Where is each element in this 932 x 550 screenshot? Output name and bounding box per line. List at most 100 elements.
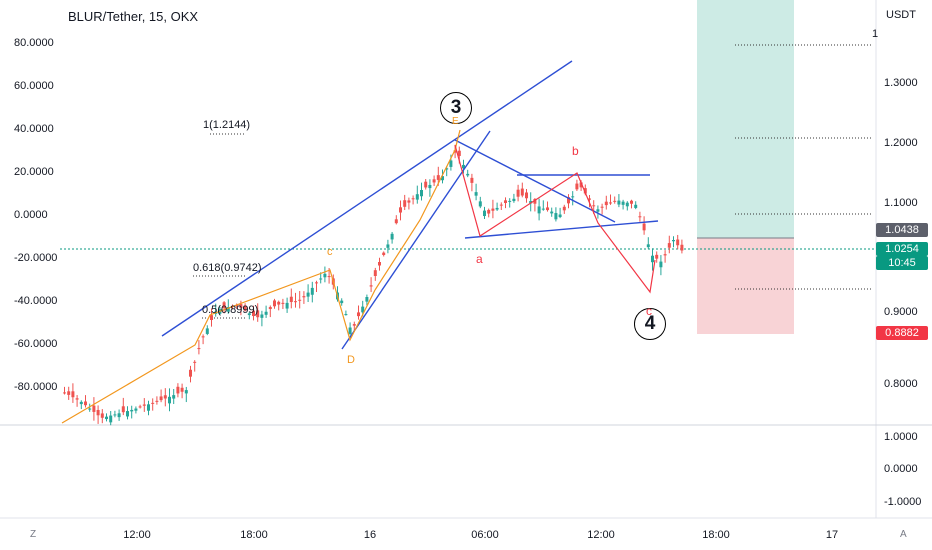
candle-body xyxy=(474,192,478,196)
candle-body xyxy=(155,400,159,402)
candle-body xyxy=(168,396,171,404)
currency-label: USDT xyxy=(886,9,916,21)
candle-body xyxy=(651,255,654,263)
wave-d-label: D xyxy=(347,354,355,366)
candle-body xyxy=(205,328,209,334)
zoom-toggle-button[interactable]: Z xyxy=(30,529,37,540)
left-axis-label: 0.0000 xyxy=(14,209,48,221)
time-axis-label: 12:00 xyxy=(123,529,151,541)
candle-body xyxy=(327,276,331,278)
candle-body xyxy=(184,390,188,394)
candle-body xyxy=(546,207,549,211)
time-axis-label: 12:00 xyxy=(587,529,615,541)
candle-body xyxy=(621,201,625,205)
candle-body xyxy=(386,244,390,248)
candle-body xyxy=(613,200,617,202)
last-price-badge: 1.0254 xyxy=(876,242,928,256)
candle-body xyxy=(79,401,83,405)
left-axis-label: 20.0000 xyxy=(14,166,54,178)
triangle-upper-line xyxy=(454,139,616,223)
candle-body xyxy=(121,406,125,413)
candle-body xyxy=(273,300,276,307)
candle-body xyxy=(222,302,226,309)
candle-body xyxy=(382,252,386,255)
candle-body xyxy=(512,198,516,202)
orange-leg-2 xyxy=(374,129,461,291)
candle-body xyxy=(210,315,213,320)
candle-body xyxy=(399,207,402,213)
candle-body xyxy=(487,209,491,214)
candle-body xyxy=(281,302,285,304)
candle-body xyxy=(457,150,461,156)
candle-body xyxy=(550,211,554,214)
candle-body xyxy=(562,206,566,211)
auto-scale-button[interactable]: A xyxy=(900,529,907,540)
candle-body xyxy=(462,164,465,169)
wave-c-orange-label: c xyxy=(327,246,333,258)
candle-body xyxy=(294,301,297,303)
candle-body xyxy=(75,398,79,400)
candle-body xyxy=(193,361,197,363)
candle-body xyxy=(575,183,579,190)
candle-body xyxy=(105,416,108,420)
candle-body xyxy=(172,395,176,399)
wave-e-label: E xyxy=(452,116,459,127)
left-axis-label: -80.0000 xyxy=(14,381,58,393)
candle-body xyxy=(163,395,167,399)
candle-body xyxy=(533,199,537,204)
candle-body xyxy=(579,182,583,188)
candle-body xyxy=(189,369,192,377)
candle-body xyxy=(176,386,180,394)
candle-body xyxy=(138,406,142,408)
candle-body xyxy=(541,208,545,210)
left-axis-label: -40.0000 xyxy=(14,295,58,307)
candle-body xyxy=(432,179,436,183)
candle-body xyxy=(310,287,314,295)
candle-body xyxy=(348,327,352,334)
candle-body xyxy=(243,305,247,311)
candle-body xyxy=(88,408,92,410)
red-wave-lines xyxy=(454,144,656,294)
candle-body xyxy=(676,239,680,246)
wave-b-label: b xyxy=(572,144,579,158)
lower-axis-label: 1.0000 xyxy=(884,431,918,443)
candle-body xyxy=(491,208,495,211)
red-abc xyxy=(454,144,656,294)
candle-body xyxy=(252,310,255,317)
candle-body xyxy=(63,392,66,394)
candle-body xyxy=(600,206,604,208)
candle-body xyxy=(415,194,419,200)
candle-body xyxy=(504,200,507,203)
candle-body xyxy=(109,415,113,423)
candle-body xyxy=(159,396,163,401)
candle-body xyxy=(537,206,541,214)
symbol-title[interactable]: BLUR/Tether, 15, OKX xyxy=(68,9,199,24)
lower-axis-label: -1.0000 xyxy=(884,496,922,508)
candle-body xyxy=(667,243,671,248)
candle-body xyxy=(260,314,264,318)
candle-body xyxy=(142,404,146,406)
left-axis-label: -60.0000 xyxy=(14,338,58,350)
right-axis-label: 0.8000 xyxy=(884,378,918,390)
candle-body xyxy=(201,336,205,338)
candle-body xyxy=(394,219,398,224)
time-axis-label: 16 xyxy=(363,529,377,541)
candle-body xyxy=(453,150,457,153)
time-axis-label: 06:00 xyxy=(471,529,499,541)
time-axis-label: 17 xyxy=(825,529,839,541)
upper-channel-line xyxy=(161,60,573,337)
candle-body xyxy=(126,411,129,417)
candle-body xyxy=(100,413,104,418)
candle-body xyxy=(508,200,512,202)
candle-body xyxy=(592,205,596,207)
candle-body xyxy=(596,209,600,212)
fib-05-label: 0.5(0.8999) xyxy=(202,304,259,316)
candle-body xyxy=(554,213,558,220)
candle-body xyxy=(449,160,453,167)
candle-body xyxy=(646,244,650,248)
candle-body xyxy=(567,197,570,204)
candle-body xyxy=(96,409,100,416)
blue-trendlines xyxy=(161,60,659,350)
candle-body xyxy=(609,202,612,204)
